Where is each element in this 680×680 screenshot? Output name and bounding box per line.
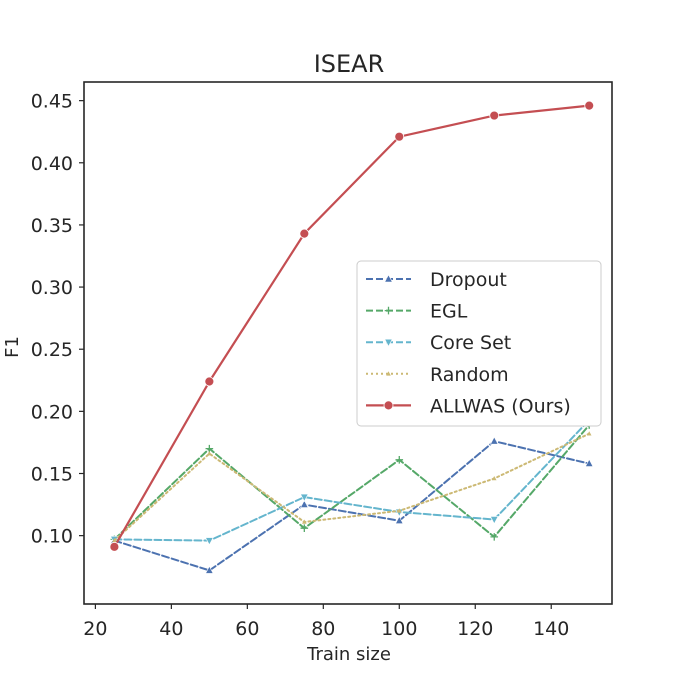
data-point-allwas-ours — [109, 541, 120, 552]
legend-label: Core Set — [430, 332, 511, 354]
data-point-dropout — [584, 458, 594, 467]
x-tick-label: 120 — [457, 618, 493, 640]
series-line-egl — [113, 424, 591, 541]
data-point-random — [302, 519, 307, 524]
x-tick-label: 140 — [533, 618, 569, 640]
chart-title: ISEAR — [314, 50, 385, 78]
legend-marker — [386, 371, 391, 376]
legend-entry-allwas-ours: ALLWAS (Ours) — [366, 395, 571, 417]
x-tick-label: 40 — [159, 618, 183, 640]
data-point-dropout — [489, 436, 499, 445]
series-dropout — [110, 436, 594, 574]
data-point-allwas-ours — [204, 376, 215, 387]
legend-entry-core-set: Core Set — [366, 332, 511, 354]
plot-frame — [83, 81, 613, 605]
data-point-random — [396, 508, 402, 513]
series-core-set — [110, 416, 594, 546]
x-tick-label: 100 — [381, 618, 417, 640]
series-line-dropout — [113, 440, 591, 572]
legend-entry-egl: EGL — [366, 301, 468, 323]
data-point-dropout — [394, 515, 404, 525]
y-axis-label: F1 — [2, 336, 23, 358]
series-line-random — [113, 432, 591, 542]
x-tick-label: 80 — [311, 618, 335, 640]
legend-marker — [384, 274, 393, 283]
data-point-dropout — [300, 499, 309, 508]
data-point-random — [586, 431, 592, 436]
data-point-egl — [300, 524, 309, 532]
series-line-allwas-ours — [113, 104, 591, 548]
data-point-allwas-ours — [394, 131, 405, 142]
legend-label: Dropout — [430, 269, 507, 291]
data-point-egl — [395, 456, 404, 464]
x-axis-label: Train size — [306, 644, 391, 665]
series-allwas-ours — [109, 100, 595, 552]
series-egl — [110, 421, 594, 544]
data-point-core-set — [300, 493, 309, 502]
y-tick-label: 0.35 — [31, 215, 73, 237]
legend-marker — [384, 338, 393, 348]
y-tick-label: 0.25 — [31, 339, 73, 361]
series-layer — [109, 100, 595, 574]
y-tick-label: 0.30 — [31, 277, 73, 299]
series-line-core-set — [113, 419, 591, 542]
legend-marker — [384, 306, 393, 315]
data-point-allwas-ours — [584, 100, 595, 111]
x-tick-label: 20 — [83, 618, 107, 640]
legend-label: ALLWAS (Ours) — [430, 395, 571, 417]
y-tick-label: 0.45 — [31, 91, 73, 113]
x-tick-label: 60 — [235, 618, 259, 640]
y-tick-label: 0.10 — [31, 526, 73, 548]
legend-entry-random: Random — [366, 364, 509, 386]
data-point-dropout — [205, 565, 214, 574]
ticks-layer: 20 40 60 80 100 120 140 0.10 0.15 0.20 0.25 0.30 0.3… — [31, 91, 570, 640]
series-random — [112, 431, 592, 543]
legend-entry-dropout: Dropout — [366, 269, 507, 291]
data-point-random — [207, 451, 212, 456]
data-point-egl — [490, 533, 499, 541]
y-tick-label: 0.15 — [31, 464, 73, 486]
data-point-allwas-ours — [489, 110, 500, 121]
data-point-core-set — [489, 516, 499, 525]
legend: Dropout EGL Core Set Random ALLWAS (Ours) — [356, 260, 602, 427]
data-point-random — [491, 475, 497, 481]
legend-label: EGL — [430, 301, 468, 323]
legend-marker — [383, 400, 394, 411]
y-tick-label: 0.20 — [31, 401, 73, 423]
data-point-allwas-ours — [299, 228, 310, 239]
legend-frame — [356, 260, 602, 427]
legend-label: Random — [430, 364, 509, 386]
y-tick-label: 0.40 — [31, 153, 73, 175]
data-point-random — [112, 538, 117, 543]
data-point-core-set — [205, 537, 214, 546]
